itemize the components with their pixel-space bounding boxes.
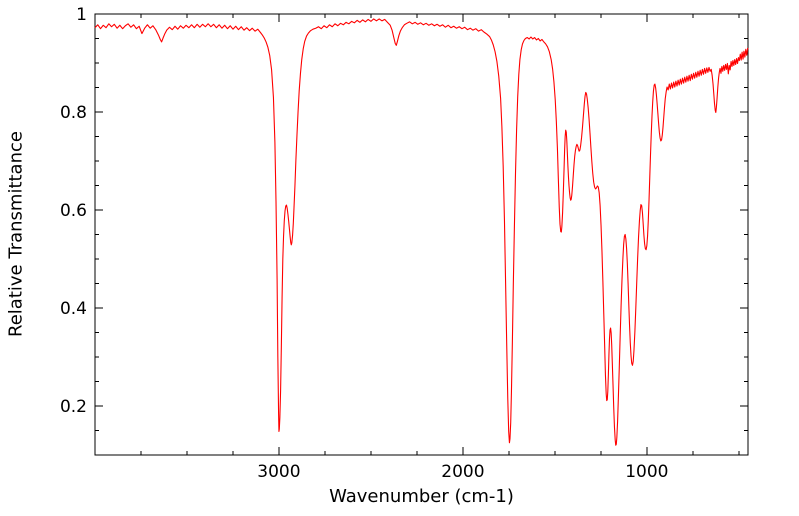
y-tick-label: 0.6 [60, 201, 87, 221]
x-tick-label: 2000 [441, 462, 484, 482]
x-axis-title: Wavenumber (cm-1) [329, 486, 514, 507]
axis-ticks [95, 13, 748, 455]
x-tick-label: 3000 [257, 462, 300, 482]
tick-labels: 3000 2000 1000 0.2 0.4 0.6 0.8 1 [60, 5, 669, 482]
y-tick-label: 1 [76, 5, 87, 25]
plot-frame [94, 13, 749, 456]
spectrum-line [94, 18, 749, 446]
y-axis-title: Relative Transmittance [5, 131, 27, 337]
y-tick-label: 0.8 [60, 103, 87, 123]
y-tick-label: 0.2 [60, 397, 87, 417]
x-tick-label: 1000 [625, 462, 668, 482]
plot-border [94, 13, 749, 456]
y-tick-label: 0.4 [60, 299, 87, 319]
